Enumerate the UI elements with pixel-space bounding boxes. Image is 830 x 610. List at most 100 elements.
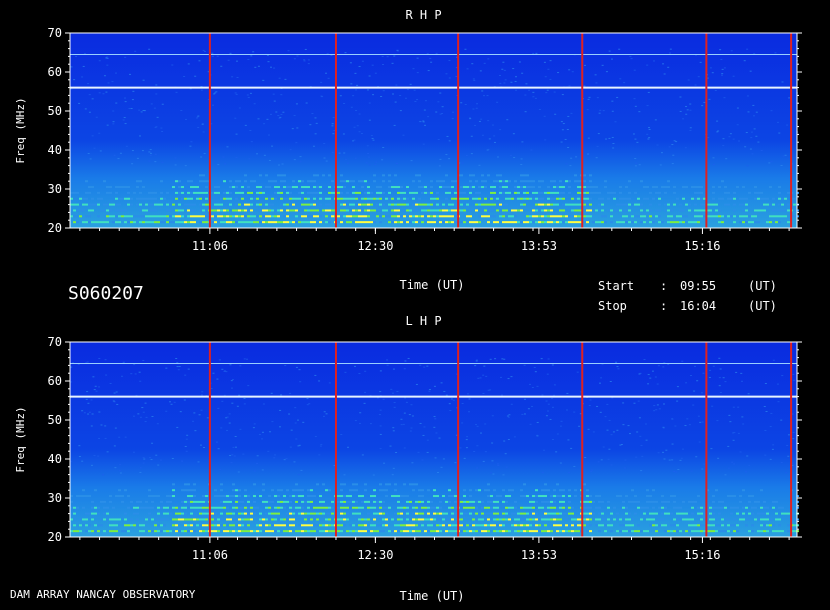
emission-pixel [88, 530, 91, 533]
emission-pixel [82, 209, 85, 212]
emission-pixel [697, 197, 700, 200]
noise-speck [707, 137, 710, 139]
emission-pixel [136, 197, 139, 200]
noise-speck [507, 378, 510, 380]
noise-speck [515, 76, 518, 78]
emission-pixel [562, 209, 565, 212]
emission-pixel [202, 203, 205, 206]
emission-pixel [259, 209, 262, 212]
noise-speck [273, 100, 276, 102]
emission-pixel [298, 209, 301, 212]
emission-pixel [394, 489, 397, 492]
noise-speck [238, 107, 241, 109]
emission-pixel [349, 530, 352, 533]
emission-pixel [124, 186, 127, 189]
emission-pixel [289, 524, 292, 527]
emission-pixel [289, 530, 292, 533]
noise-speck [326, 53, 329, 55]
emission-pixel [451, 221, 454, 224]
emission-pixel [283, 203, 286, 206]
emission-pixel [433, 215, 436, 218]
noise-speck [740, 380, 743, 382]
emission-pixel [142, 209, 145, 212]
emission-pixel [190, 500, 193, 503]
emission-pixel [571, 524, 574, 527]
emission-pixel [640, 215, 643, 218]
emission-pixel [481, 506, 484, 509]
noise-speck [434, 418, 437, 420]
noise-speck [85, 398, 88, 400]
noise-speck [343, 474, 346, 476]
emission-pixel [361, 203, 364, 206]
emission-pixel [502, 524, 505, 527]
emission-pixel [691, 530, 694, 533]
emission-pixel [547, 500, 550, 503]
emission-pixel [658, 203, 661, 206]
emission-pixel [448, 530, 451, 533]
emission-pixel [628, 221, 631, 224]
emission-pixel [265, 530, 268, 533]
noise-speck [423, 109, 426, 111]
emission-pixel [661, 500, 664, 503]
emission-pixel [250, 180, 253, 183]
noise-speck [407, 357, 410, 359]
noise-speck [157, 464, 160, 466]
emission-pixel [82, 489, 85, 492]
noise-speck [657, 365, 660, 367]
emission-pixel [286, 203, 289, 206]
noise-speck [508, 414, 511, 416]
emission-pixel [175, 530, 178, 533]
noise-speck [640, 444, 643, 446]
noise-speck [169, 401, 172, 403]
noise-speck [185, 438, 188, 440]
noise-speck [322, 415, 325, 417]
emission-pixel [526, 512, 529, 515]
emission-pixel [763, 524, 766, 527]
emission-pixel [475, 203, 478, 206]
emission-pixel [760, 530, 763, 533]
emission-pixel [571, 530, 574, 533]
emission-pixel [187, 221, 190, 224]
emission-pixel [700, 203, 703, 206]
emission-pixel [394, 209, 397, 212]
emission-pixel [205, 197, 208, 200]
emission-pixel [454, 209, 457, 212]
emission-pixel [331, 191, 334, 194]
emission-pixel [400, 191, 403, 194]
noise-speck [176, 426, 179, 428]
noise-speck [660, 152, 663, 154]
emission-pixel [424, 506, 427, 509]
emission-pixel [460, 524, 463, 527]
emission-pixel [493, 197, 496, 200]
noise-speck [249, 92, 252, 94]
emission-pixel [385, 489, 388, 492]
emission-pixel [433, 530, 436, 533]
emission-pixel [280, 180, 283, 183]
emission-pixel [652, 512, 655, 515]
emission-pixel [175, 197, 178, 200]
emission-pixel [214, 524, 217, 527]
emission-pixel [415, 518, 418, 521]
emission-pixel [556, 495, 559, 498]
emission-pixel [574, 221, 577, 224]
noise-speck [138, 109, 141, 111]
emission-pixel [187, 530, 190, 533]
noise-speck [591, 469, 594, 471]
noise-speck [507, 439, 510, 441]
emission-pixel [712, 197, 715, 200]
noise-speck [413, 89, 416, 91]
emission-pixel [757, 512, 760, 515]
noise-speck [487, 58, 490, 60]
noise-speck [225, 371, 228, 373]
emission-pixel [175, 524, 178, 527]
emission-pixel [238, 530, 241, 533]
noise-speck [366, 89, 369, 91]
emission-pixel [757, 530, 760, 533]
emission-pixel [628, 500, 631, 503]
emission-pixel [763, 530, 766, 533]
emission-pixel [535, 500, 538, 503]
emission-pixel [325, 524, 328, 527]
noise-speck [483, 365, 486, 367]
emission-pixel [364, 215, 367, 218]
emission-pixel [727, 518, 730, 521]
